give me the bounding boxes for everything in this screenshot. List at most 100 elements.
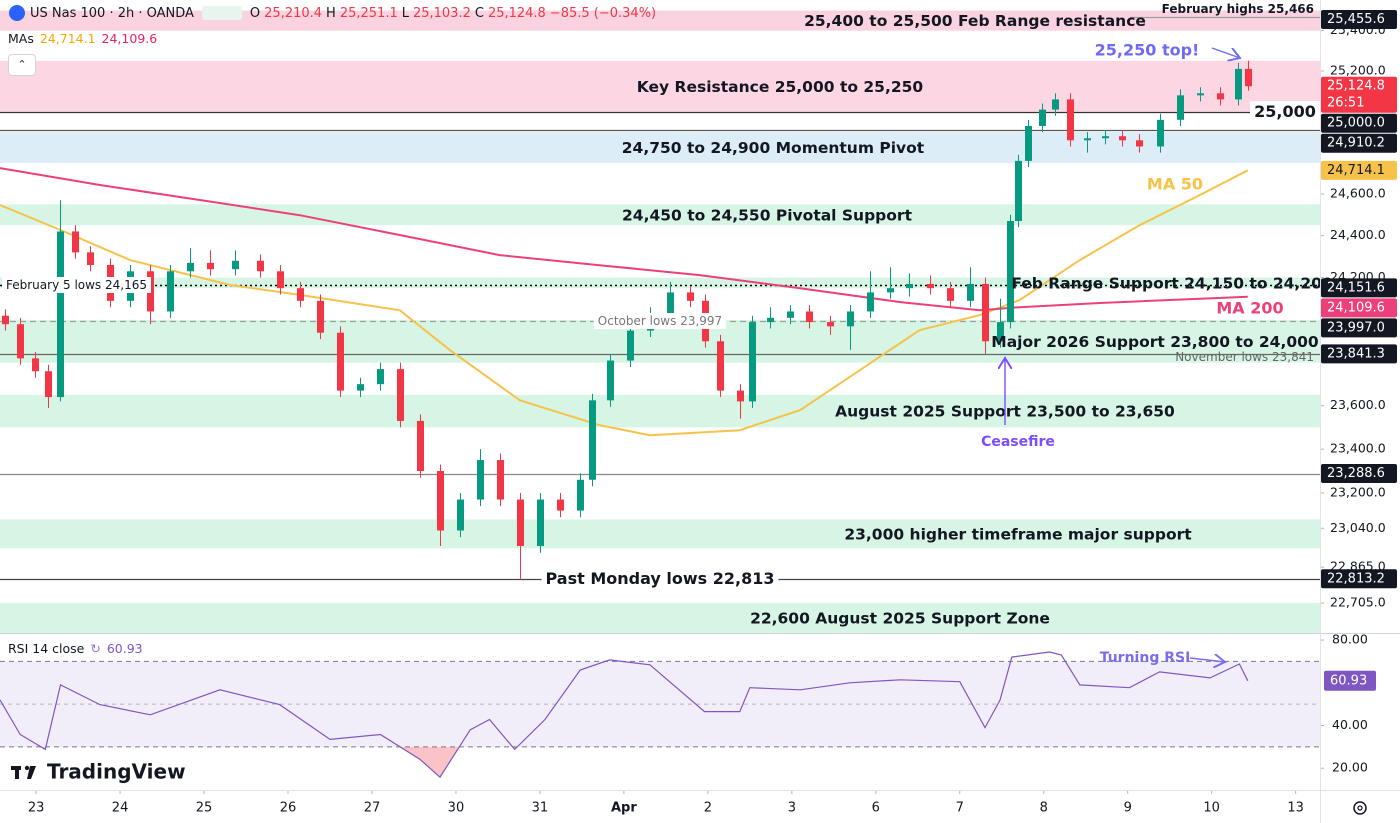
candle-body <box>1007 220 1014 323</box>
y-tick-label: 22,705.0 <box>1330 595 1386 610</box>
candle-body <box>667 292 674 323</box>
symbol-legend: US Nas 100 · 2h · OANDA O 25,210.4 H 25,25… <box>8 4 656 22</box>
x-tick-label: 6 <box>872 801 880 816</box>
x-tick-label: 31 <box>532 801 549 816</box>
gear-core <box>1357 805 1363 811</box>
level-label: November lows 23,841 <box>1175 350 1314 364</box>
x-tick-label: 9 <box>1124 801 1132 816</box>
candle-body <box>1217 93 1224 100</box>
candle-body <box>982 283 989 342</box>
candle-body <box>32 358 39 372</box>
price-tag <box>1321 464 1397 484</box>
x-tick-label: 24 <box>112 801 129 816</box>
candle-body <box>1015 160 1022 221</box>
annotation: Ceasefire <box>981 434 1055 450</box>
level-label: Past Monday lows 22,813 <box>546 569 775 588</box>
price-tag-label: 24,109.6 <box>1327 300 1385 315</box>
price-tag-countdown: 26:51 <box>1327 96 1364 111</box>
candle-body <box>277 271 284 289</box>
price-tag-label: 23,288.6 <box>1327 466 1385 481</box>
candle-body <box>947 288 954 301</box>
price-tag-label: 25,000.0 <box>1327 116 1385 131</box>
logo-mark <box>24 765 30 771</box>
candle-body <box>717 341 724 391</box>
ohlc-key: H <box>326 5 336 21</box>
candle-body <box>577 479 584 511</box>
price-tag-label: 24,714.1 <box>1327 163 1385 178</box>
candle-body <box>1177 95 1184 120</box>
zone-label: 24,450 to 24,550 Pivotal Support <box>622 206 913 224</box>
ma-line <box>0 169 1249 437</box>
logo-mark <box>15 766 19 779</box>
price-tag <box>1321 278 1397 298</box>
candle-body <box>687 292 694 301</box>
ma-label: MA 200 <box>1216 299 1283 318</box>
y-tick-label: 25,200.0 <box>1330 62 1386 77</box>
icon <box>9 5 25 21</box>
candle-body <box>737 390 744 402</box>
candle-body <box>207 262 214 270</box>
candle-body <box>1235 68 1242 100</box>
zone <box>0 132 1320 163</box>
ohlc-value: 25,103.2 <box>412 5 471 21</box>
ma-legend-label: MAs <box>8 31 34 46</box>
candle-body <box>767 317 774 323</box>
candle-body <box>787 311 794 318</box>
candle-body <box>906 283 913 289</box>
price-tag <box>1321 133 1397 153</box>
annotation: Turning RSI <box>1100 650 1191 666</box>
x-tick-label: Apr <box>611 801 637 816</box>
candle-body <box>589 400 596 480</box>
candle-body <box>1102 136 1109 139</box>
x-tick-label: 27 <box>364 801 381 816</box>
candle-body <box>477 460 484 500</box>
collapse-button[interactable]: ⌃ <box>8 54 36 76</box>
ohlc-key: C <box>474 5 484 21</box>
rsi-y-tick-label: 40.00 <box>1332 717 1368 732</box>
zone <box>0 10 1320 31</box>
x-tick-label: 7 <box>956 801 964 816</box>
candle-body <box>537 499 544 547</box>
candle-body <box>57 231 64 398</box>
zone-label: Major 2026 Support 23,800 to 24,000 <box>991 333 1319 351</box>
x-tick-label: 30 <box>448 801 465 816</box>
candle-body <box>827 322 834 327</box>
settings-icon[interactable] <box>1353 801 1367 815</box>
candle-body <box>2 315 9 325</box>
ma-legend-value: 24,714.1 <box>39 31 96 46</box>
candle-body <box>232 260 239 270</box>
x-tick-label: 8 <box>1040 801 1048 816</box>
zone <box>0 519 1320 549</box>
x-tick-label: 26 <box>280 801 297 816</box>
y-tick-label: 23,200.0 <box>1330 484 1386 499</box>
annotation-arrow <box>1211 47 1240 58</box>
candle-body <box>887 288 894 293</box>
candle-body <box>967 283 974 301</box>
zone <box>0 60 1320 112</box>
candle-body <box>417 420 424 472</box>
price-tag <box>1321 160 1397 180</box>
price-tag-label: 23,997.0 <box>1327 320 1385 335</box>
candle-body <box>45 371 52 398</box>
rsi-line <box>0 651 1249 779</box>
price-tag <box>1321 76 1397 113</box>
candle-body <box>627 330 634 361</box>
candle-body <box>867 292 874 312</box>
rsi-value-tag <box>1324 670 1376 691</box>
candle-body <box>1025 125 1032 161</box>
zone-label: Feb Range Support 24,150 to 24,200 <box>1011 274 1333 292</box>
ohlc-change: −85.5 (−0.34%) <box>549 5 657 21</box>
zone-label: Key Resistance 25,000 to 25,250 <box>637 78 924 96</box>
level-label-bg <box>1250 101 1320 122</box>
y-tick-label: 23,400.0 <box>1330 441 1386 456</box>
rsi-band <box>0 661 1320 747</box>
ohlc-value: 25,124.8 <box>487 5 546 21</box>
price-tag <box>1321 318 1397 338</box>
badge <box>201 6 242 20</box>
level-label-bg <box>593 313 727 329</box>
x-tick-label: 3 <box>788 801 796 816</box>
gear[interactable] <box>1353 801 1367 815</box>
candle-body <box>72 231 79 253</box>
price-tag-label: 25,124.8 <box>1327 79 1385 94</box>
